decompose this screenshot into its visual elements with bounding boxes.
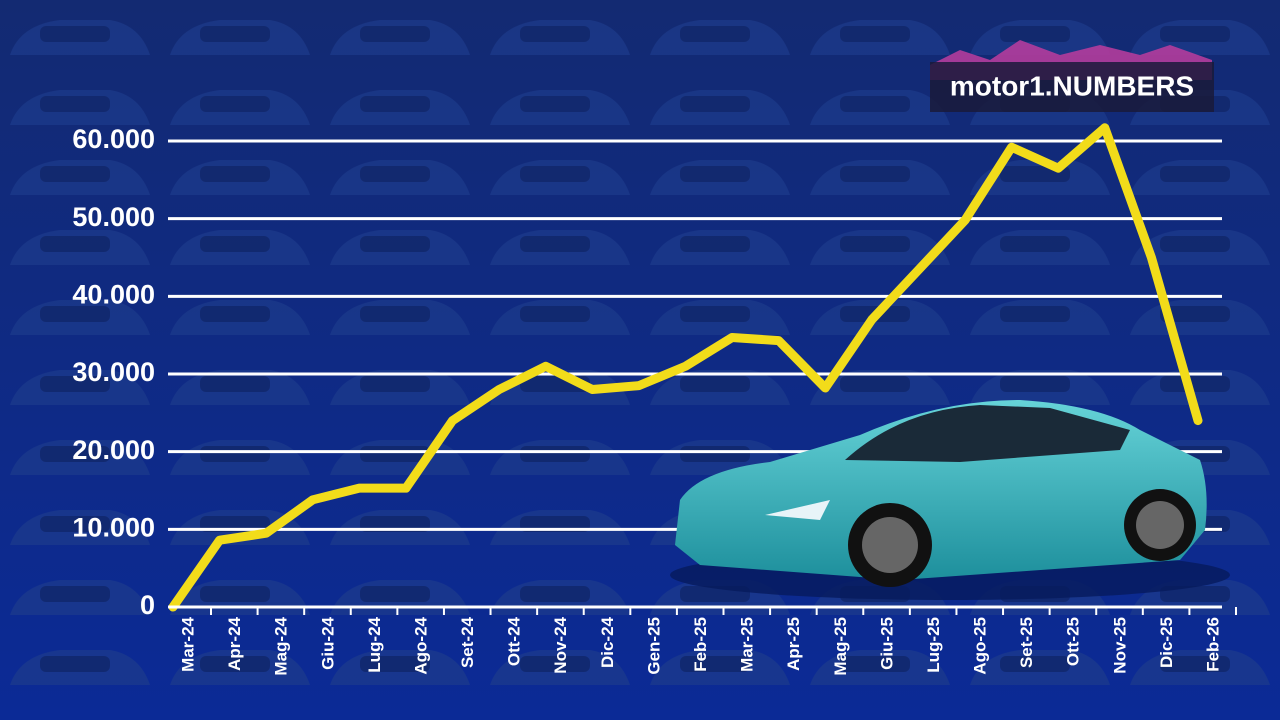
x-tick-label: Ott-24 bbox=[505, 616, 524, 666]
x-tick-label: Mar-24 bbox=[178, 616, 197, 671]
data-line bbox=[168, 123, 1203, 612]
y-tick-label: 20.000 bbox=[72, 435, 155, 465]
x-tick-label: Nov-25 bbox=[1110, 617, 1129, 674]
y-tick-label: 50.000 bbox=[72, 202, 155, 232]
brand-text: motor1.NUMBERS bbox=[950, 70, 1194, 101]
x-tick-label: Ago-25 bbox=[971, 617, 990, 675]
y-tick-label: 0 bbox=[140, 590, 155, 620]
y-tick-label: 10.000 bbox=[72, 512, 155, 542]
x-tick-label: Ago-24 bbox=[411, 616, 430, 674]
y-tick-label: 30.000 bbox=[72, 357, 155, 387]
x-tick-label: Mag-24 bbox=[272, 616, 291, 675]
x-tick-label: Giu-24 bbox=[318, 616, 337, 669]
x-tick-label: Nov-24 bbox=[551, 616, 570, 673]
x-tick-label: Mar-25 bbox=[738, 617, 757, 672]
x-tick-label: Giu-25 bbox=[877, 617, 896, 670]
x-tick-label: Set-24 bbox=[458, 616, 477, 668]
x-tick-label: Apr-25 bbox=[784, 617, 803, 671]
x-tick-label: Gen-25 bbox=[644, 617, 663, 675]
x-tick-label: Feb-25 bbox=[691, 617, 710, 672]
x-tick-label: Ott-25 bbox=[1064, 617, 1083, 666]
x-tick-label: Dic-24 bbox=[598, 616, 617, 668]
y-tick-label: 60.000 bbox=[72, 124, 155, 154]
x-tick-label: Apr-24 bbox=[225, 616, 244, 670]
x-tick-label: Lug-24 bbox=[365, 616, 384, 672]
x-tick-label: Dic-25 bbox=[1157, 617, 1176, 668]
y-tick-label: 40.000 bbox=[72, 279, 155, 309]
x-tick-label: Set-25 bbox=[1017, 617, 1036, 668]
car-image bbox=[670, 400, 1230, 600]
x-tick-label: Mag-25 bbox=[831, 617, 850, 676]
brand-logo: motor1.NUMBERS bbox=[930, 40, 1214, 112]
x-tick-label: Feb-26 bbox=[1203, 617, 1222, 672]
x-tick-label: Lug-25 bbox=[924, 617, 943, 673]
